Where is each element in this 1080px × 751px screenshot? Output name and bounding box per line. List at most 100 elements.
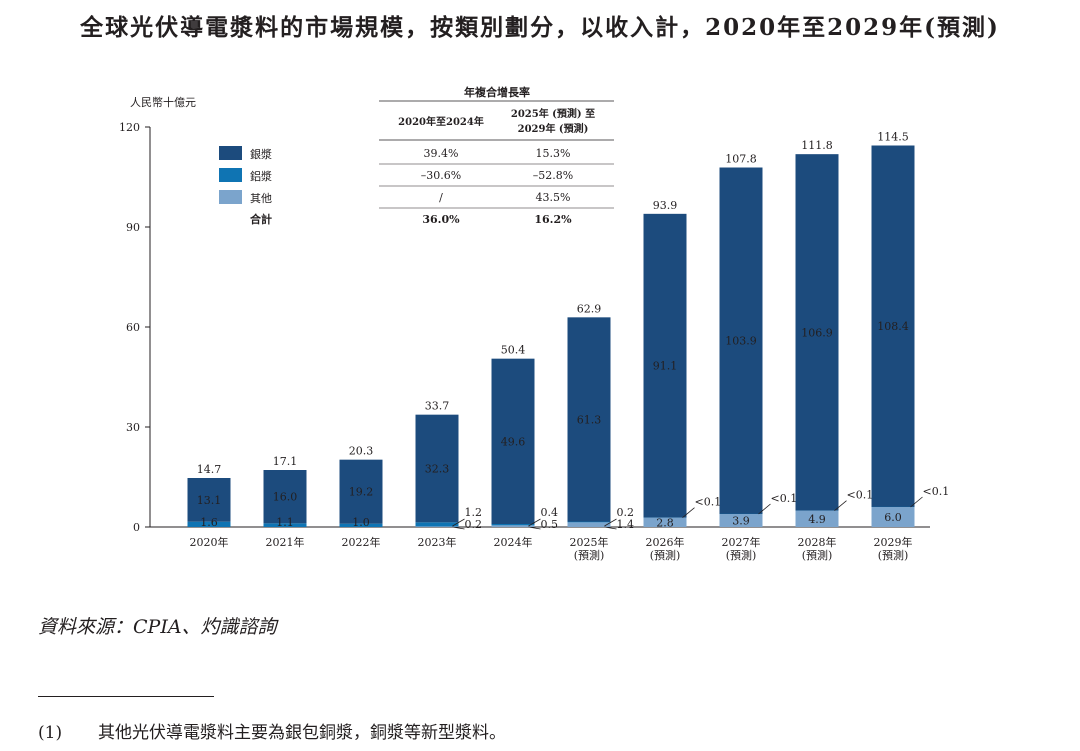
x-tick-label: 2026年 (646, 535, 685, 549)
bar-value-label: 91.1 (653, 360, 678, 373)
bar-segment (795, 510, 839, 527)
chart-title: 全球光伏導電漿料的市場規模，按類別劃分，以收入計，2020年至2029年(預測) (80, 14, 1000, 41)
y-tick-label: 90 (126, 221, 140, 234)
x-tick-label: (預測) (726, 548, 757, 562)
cagr-cell: / (439, 191, 443, 204)
label-leader-line (834, 500, 847, 511)
cagr-header: 2029年 (預測) (518, 122, 589, 135)
label-leader-line (528, 518, 541, 527)
x-tick-label: 2025年 (570, 535, 609, 549)
bar-segment (187, 478, 231, 522)
label-leader-line (604, 518, 617, 527)
bar-segment (871, 145, 915, 507)
bar-segment (415, 414, 459, 523)
x-tick-label: (預測) (574, 548, 605, 562)
bar-value-label: 1.4 (617, 518, 635, 531)
legend-label: 鋁漿 (250, 169, 272, 183)
bar-total-label: 93.9 (653, 199, 678, 212)
label-leader-line (604, 526, 617, 530)
bar-value-label: 106.9 (801, 326, 833, 339)
bar-segment (263, 470, 307, 524)
bar-segment (567, 522, 611, 527)
bar-value-label: 103.9 (725, 335, 757, 348)
bar-value-label: 1.1 (276, 516, 294, 529)
bar-segment (491, 525, 535, 527)
bar-value-label: <0.1 (847, 489, 874, 502)
cagr-cell: 43.5% (536, 191, 571, 204)
bar-value-label: <0.1 (695, 496, 722, 509)
bar-total-label: 33.7 (425, 400, 450, 413)
bar-segment (719, 167, 763, 514)
x-tick-label: 2021年 (266, 535, 305, 549)
label-leader-line (682, 507, 695, 518)
label-leader-line (528, 526, 541, 530)
x-tick-label: 2029年 (874, 535, 913, 549)
bar-segment (643, 517, 687, 527)
bar-value-label: 1.0 (352, 516, 370, 529)
footnote: (1) 其他光伏導電漿料主要為銀包銅漿，銅漿等新型漿料。 (38, 718, 506, 743)
bar-segment (339, 523, 383, 527)
bar-segment (415, 522, 459, 527)
label-leader-line (452, 526, 465, 530)
bar-total-label: 111.8 (801, 139, 833, 152)
bar-total-label: 107.8 (725, 153, 757, 166)
bar-value-label: 13.1 (197, 494, 222, 507)
bar-segment (491, 358, 535, 524)
cagr-cell: 16.2% (534, 213, 572, 226)
x-tick-label: (預測) (878, 548, 909, 562)
x-tick-label: (預測) (650, 548, 681, 562)
bar-value-label: <0.1 (923, 485, 950, 498)
x-tick-label: 2024年 (494, 535, 533, 549)
bar-value-label: 2.8 (656, 516, 674, 529)
cagr-cell: 36.0% (422, 213, 460, 226)
bar-value-label: 19.2 (349, 486, 374, 499)
legend-label: 其他 (250, 192, 272, 205)
bar-segment (567, 521, 611, 523)
bar-total-label: 17.1 (273, 455, 298, 468)
cagr-cell: 15.3% (536, 147, 571, 160)
label-leader-line (758, 503, 771, 515)
bar-value-label: 108.4 (877, 320, 909, 333)
bar-total-label: 62.9 (577, 302, 602, 315)
bar-value-label: 6.0 (884, 511, 902, 524)
y-tick-label: 0 (133, 521, 140, 534)
bar-value-label: 1.6 (200, 516, 218, 529)
legend-swatch (219, 190, 242, 204)
cagr-header: 2025年 (預測) 至 (511, 107, 595, 120)
bar-segment (643, 213, 687, 518)
footnote-divider (38, 696, 214, 697)
cagr-cell: –30.6% (421, 169, 461, 182)
bar-segment (339, 459, 383, 524)
bar-value-label: 1.2 (465, 506, 483, 519)
cagr-cell: –52.8% (533, 169, 573, 182)
bar-value-label: 0.2 (617, 506, 635, 519)
bar-value-label: 4.9 (808, 513, 826, 526)
footnote-marker: (1) (38, 723, 63, 743)
stacked-bar-chart: 0 30 60 90 120 人民幣十億元 13.1 14.7 1.6 2020年 16.0 17.1… (119, 85, 950, 562)
bar-segment (795, 154, 839, 511)
bar-total-label: 14.7 (197, 463, 222, 476)
source-note: 資料來源：CPIA、灼識諮詢 (38, 616, 277, 638)
bar-total-label: 114.5 (877, 131, 909, 144)
y-tick-label: 30 (126, 421, 140, 434)
bar-value-label: <0.1 (771, 492, 798, 505)
bar-value-label: 0.2 (465, 518, 483, 531)
x-tick-label: (預測) (802, 548, 833, 562)
bar-segment (567, 317, 611, 522)
bar-value-label: 32.3 (425, 463, 450, 476)
x-tick-label: 2020年 (190, 535, 229, 549)
bar-value-label: 61.3 (577, 414, 602, 427)
bar-segment (415, 526, 459, 527)
label-leader-line (910, 496, 923, 508)
bar-segment (263, 523, 307, 527)
bar-value-label: 0.4 (541, 506, 559, 519)
x-tick-label: 2023年 (418, 535, 457, 549)
bar-segment (719, 514, 763, 527)
bar-value-label: 49.6 (501, 435, 526, 448)
bar-total-label: 20.3 (349, 445, 374, 458)
bar-segment (491, 524, 535, 526)
bar-segment (187, 521, 231, 527)
y-axis-label: 人民幣十億元 (130, 95, 196, 109)
legend-swatch (219, 146, 242, 160)
y-tick-label: 120 (119, 121, 140, 134)
